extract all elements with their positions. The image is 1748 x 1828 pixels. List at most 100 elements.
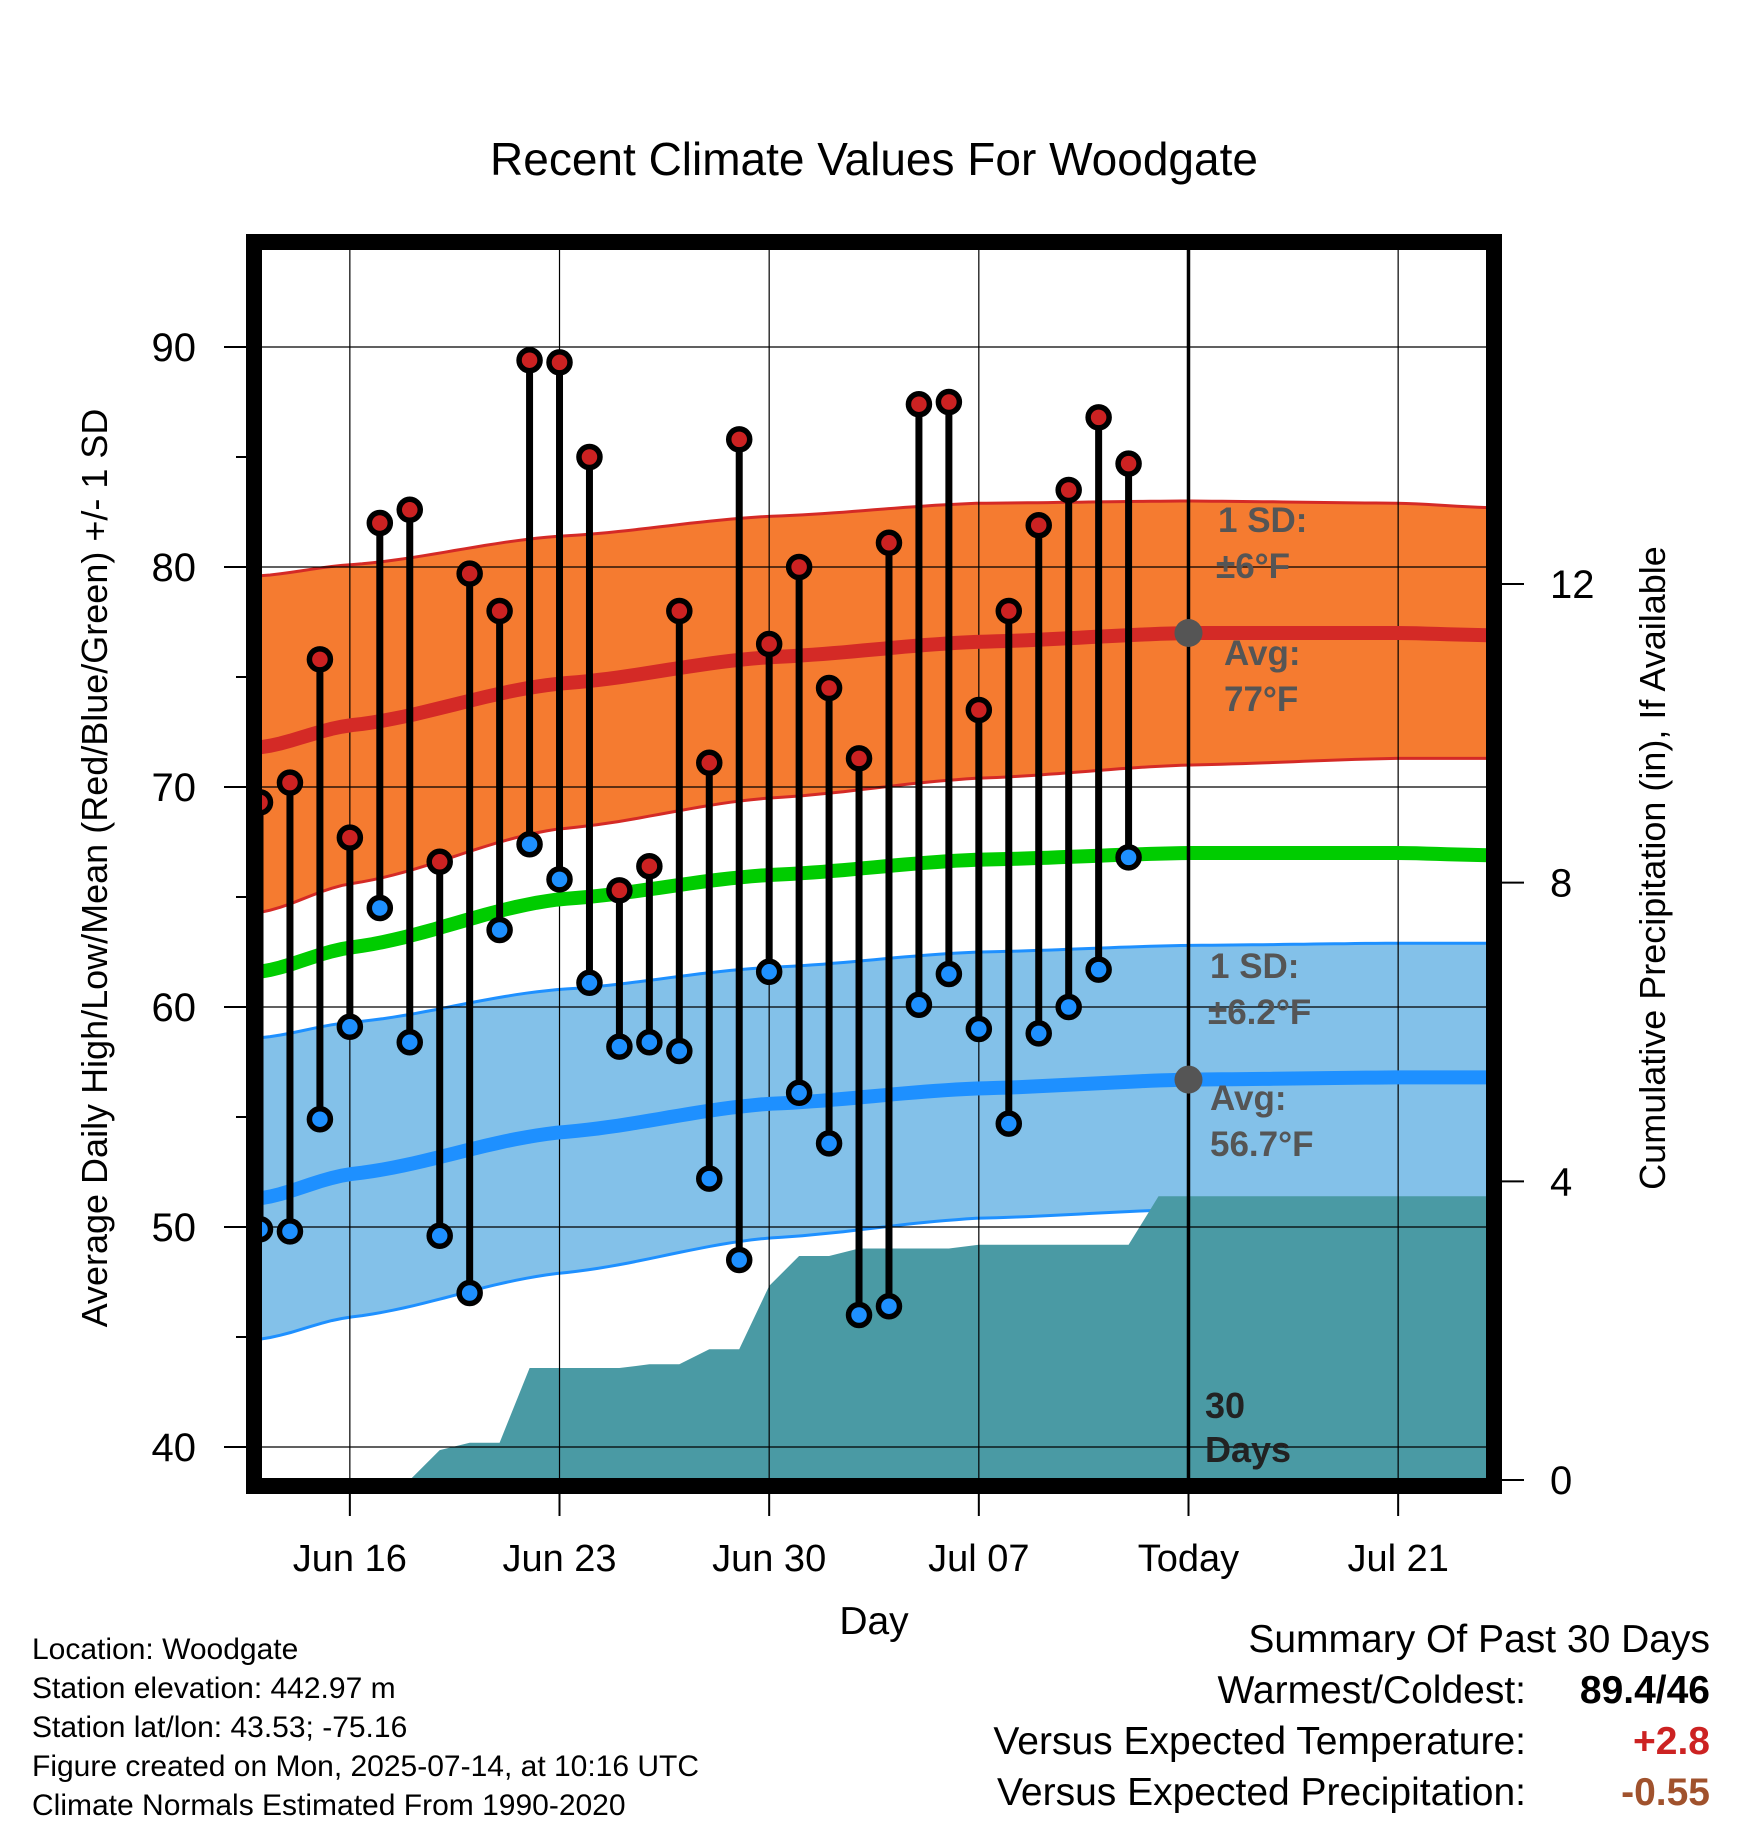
- daily-low-point: [666, 1037, 693, 1065]
- low-avg-label: Avg:: [1210, 1079, 1286, 1118]
- window-unit: Days: [1205, 1429, 1291, 1470]
- high-sd-upper-line: [260, 499, 1488, 578]
- plot-inner: [260, 248, 1488, 1480]
- x-tick-label: Jun 16: [293, 1538, 407, 1580]
- daily-high-point: [366, 509, 394, 537]
- daily-high-point: [576, 443, 603, 471]
- daily-high-point: [606, 877, 633, 904]
- high-sd-value: ±6°F: [1216, 547, 1290, 586]
- today-low-avg-marker: [1174, 1065, 1203, 1094]
- x-tick-label: Jul 07: [928, 1538, 1029, 1580]
- window-count: 30: [1205, 1385, 1245, 1426]
- daily-high-point: [1115, 450, 1142, 477]
- daily-high-point: [815, 674, 843, 702]
- daily-high-point: [516, 346, 543, 374]
- y-tick-label: 50: [152, 1206, 197, 1250]
- high-avg-value: 77°F: [1224, 680, 1298, 719]
- daily-low-point: [516, 830, 543, 858]
- daily-high-point: [845, 745, 873, 772]
- daily-low-point: [336, 1013, 364, 1041]
- precip-departure-value: -0.55: [1621, 1771, 1710, 1814]
- location-text: Location: Woodgate: [32, 1633, 299, 1666]
- daily-low-point: [875, 1292, 903, 1320]
- daily-high-point: [546, 349, 573, 376]
- plot-area: 40 50 60 70 80 90 0 4 8 12 Jun 16 Jun 23 Jun 30 Jul 0…: [152, 234, 1595, 1580]
- daily-low-point: [1115, 844, 1142, 871]
- low-sd-upper-line: [260, 941, 1488, 1040]
- daily-high-point: [905, 390, 933, 418]
- y2-tick-label: 0: [1550, 1459, 1572, 1503]
- y2-tick-label: 12: [1550, 563, 1595, 607]
- low-sd-annotation: 1 SD: ±6.2°F: [1208, 947, 1311, 1032]
- daily-low-point: [546, 866, 573, 893]
- high-sd-lower-line: [260, 756, 1488, 914]
- precip-departure-row: Versus Expected Precipitation: -0.55: [993, 1767, 1710, 1818]
- plot-frame: [246, 234, 1502, 1494]
- daily-low-point: [576, 969, 603, 997]
- low-avg-annotation: Avg: 56.7°F: [1210, 1079, 1314, 1164]
- chart-title: Recent Climate Values For Woodgate: [490, 133, 1258, 185]
- daily-high-point: [965, 696, 993, 724]
- daily-low-point: [905, 991, 933, 1019]
- daily-low-point: [260, 1215, 274, 1243]
- x-tick-label: Jun 23: [502, 1538, 616, 1580]
- high-sd-band: [260, 501, 1488, 913]
- daily-low-point: [965, 1015, 993, 1043]
- daily-low-point: [606, 1033, 633, 1060]
- daily-low-point: [845, 1301, 873, 1329]
- daily-high-point: [486, 597, 513, 625]
- temp-departure-label: Versus Expected Temperature:: [993, 1720, 1526, 1763]
- daily-high-point: [456, 560, 483, 587]
- low-sd-band: [260, 943, 1488, 1340]
- normals-text: Climate Normals Estimated From 1990-2020: [32, 1789, 626, 1822]
- daily-high-point: [785, 553, 813, 581]
- high-sd-label: 1 SD:: [1218, 501, 1307, 540]
- daily-high-point: [666, 597, 693, 625]
- precipitation-area: [409, 1196, 1488, 1480]
- low-sd-label: 1 SD:: [1210, 947, 1299, 986]
- elevation-text: Station elevation: 442.97 m: [32, 1672, 396, 1705]
- x-axis-label: Day: [839, 1600, 909, 1643]
- x-tick-label: Today: [1138, 1538, 1239, 1580]
- mean-normal-line: [260, 846, 1488, 979]
- high-avg-line: [260, 626, 1488, 755]
- summary-panel: Summary Of Past 30 Days Warmest/Coldest:…: [993, 1614, 1710, 1818]
- y-tick-label: 60: [152, 986, 197, 1030]
- daily-low-point: [785, 1079, 813, 1107]
- warm-cold-row: Warmest/Coldest: 89.4/46: [993, 1665, 1710, 1716]
- daily-low-point: [396, 1028, 424, 1056]
- y2-tick-label: 8: [1550, 862, 1572, 906]
- daily-high-point: [396, 496, 424, 524]
- temp-departure-row: Versus Expected Temperature: +2.8: [993, 1716, 1710, 1767]
- daily-high-point: [696, 749, 723, 777]
- y-tick-label: 90: [152, 326, 197, 370]
- daily-low-point: [366, 894, 394, 922]
- daily-low-point: [755, 958, 783, 986]
- daily-high-point: [336, 824, 364, 851]
- daily-high-point: [935, 388, 963, 416]
- daily-high-point: [306, 646, 334, 673]
- daily-low-point: [426, 1222, 453, 1250]
- y-axis-label-left: Average Daily High/Low/Mean (Red/Blue/Gr…: [74, 409, 115, 1328]
- daily-low-point: [725, 1246, 753, 1274]
- created-text: Figure created on Mon, 2025-07-14, at 10…: [32, 1750, 700, 1783]
- daily-high-point: [426, 848, 453, 876]
- daily-high-point: [276, 769, 304, 796]
- temp-departure-value: +2.8: [1633, 1720, 1710, 1763]
- latlon-text: Station lat/lon: 43.53; -75.16: [32, 1711, 408, 1744]
- daily-high-point: [1025, 511, 1052, 539]
- low-avg-value: 56.7°F: [1210, 1125, 1314, 1164]
- daily-low-point: [486, 916, 513, 944]
- x-tick-label: Jun 30: [712, 1538, 826, 1580]
- window-annotation: 30 Days: [1205, 1385, 1291, 1470]
- daily-low-point: [636, 1028, 663, 1056]
- low-sd-value: ±6.2°F: [1208, 993, 1311, 1032]
- daily-low-point: [456, 1279, 483, 1307]
- daily-high-point: [1085, 404, 1112, 431]
- daily-low-point: [1025, 1020, 1052, 1047]
- daily-low-point: [306, 1105, 334, 1133]
- summary-title: Summary Of Past 30 Days: [1248, 1618, 1710, 1661]
- warm-cold-value: 89.4/46: [1579, 1669, 1710, 1712]
- high-avg-annotation: Avg: 77°F: [1224, 634, 1300, 719]
- y-axis-label-right: Cumulative Precipitation (in), If Availa…: [1632, 546, 1673, 1190]
